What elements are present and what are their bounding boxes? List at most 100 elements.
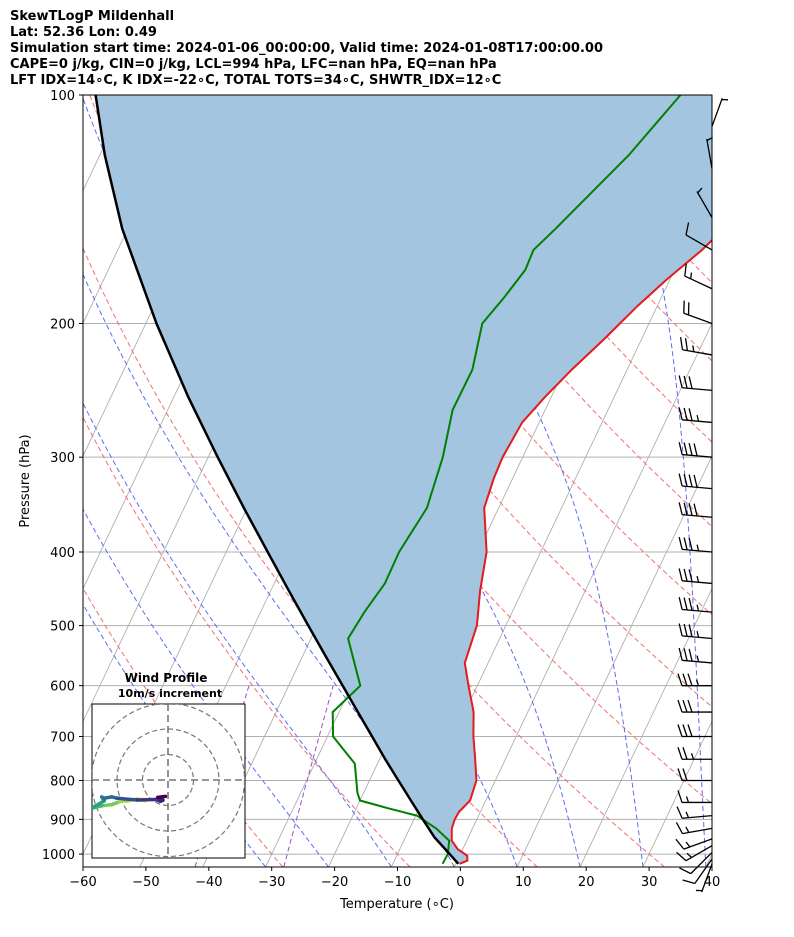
y-tick-label: 100: [50, 89, 75, 104]
barb-half-flag: [697, 187, 703, 194]
temperature-trace: [450, 238, 712, 865]
barb-half-flag: [696, 655, 700, 662]
dewpoint-trace: [331, 95, 682, 865]
hodograph-segment: [135, 797, 157, 802]
barb-staff: [683, 838, 713, 850]
wind-barb: [676, 845, 713, 862]
barb-flag: [688, 624, 693, 637]
wind-barb: [678, 623, 713, 640]
location-line: Lat: 52.36 Lon: 0.49: [10, 25, 157, 40]
hodograph-segment: [92, 798, 106, 811]
barb-half-flag: [696, 631, 700, 638]
wind-barb: [677, 673, 712, 687]
barb-flag: [678, 473, 683, 487]
barb-flag: [677, 747, 683, 760]
y-tick-label: 800: [50, 775, 75, 790]
barb-flag: [678, 623, 683, 637]
x-tick-label: 0: [456, 875, 464, 890]
barb-half-flag: [685, 826, 690, 833]
wind-barb: [679, 851, 713, 875]
barb-flag: [687, 673, 693, 686]
wind-barb: [677, 790, 712, 804]
barb-flag: [688, 569, 693, 582]
barb-flag: [675, 838, 685, 850]
x-tick-label: 30: [641, 875, 658, 890]
barb-half-flag: [696, 575, 700, 583]
x-tick-label: −30: [258, 875, 285, 890]
barb-flag: [676, 806, 683, 819]
parcel-trace: [94, 95, 460, 865]
dry-adiabat-line: [83, 416, 411, 867]
barb-flag: [693, 443, 698, 457]
wind-barb: [676, 806, 713, 819]
moist-adiabat-line: [83, 97, 518, 867]
chart-title: SkewTLogP Mildenhall: [10, 9, 175, 24]
barb-flag: [687, 699, 693, 713]
barb-flag: [677, 768, 683, 781]
x-tick-label: −20: [321, 875, 348, 890]
barb-flag: [685, 222, 690, 236]
barb-flag: [683, 442, 688, 456]
barb-flag: [693, 503, 698, 517]
wind-barb: [706, 136, 713, 169]
title-block: SkewTLogP Mildenhall Lat: 52.36 Lon: 0.4…: [10, 9, 603, 89]
barb-half-flag: [685, 811, 690, 818]
barb-half-flag: [695, 679, 700, 686]
barb-staff: [682, 815, 713, 819]
isotherm-line: [579, 587, 712, 867]
barb-staff: [685, 845, 713, 862]
barb-staff: [690, 851, 713, 875]
wind-barb: [678, 473, 713, 490]
y-tick-label: 400: [50, 546, 75, 561]
wind-barb: [677, 699, 712, 713]
y-tick-label: 900: [50, 813, 75, 828]
barb-half-flag: [690, 272, 693, 279]
barb-half-flag: [696, 544, 700, 551]
barb-flag: [679, 337, 684, 350]
hodograph-plot: [92, 704, 245, 858]
isotherm-line: [642, 720, 712, 867]
mixing-ratio-line: [283, 685, 334, 867]
barb-flag: [683, 537, 688, 550]
barb-flag: [677, 673, 683, 686]
barb-half-flag: [696, 604, 700, 612]
wind-barb: [677, 724, 712, 738]
hodograph-inset: Wind Profile 10m/s increment: [91, 671, 246, 859]
barb-flag: [682, 673, 688, 686]
hodograph-ring: [92, 704, 245, 858]
isotherm-line: [516, 454, 712, 867]
barb-flag: [688, 376, 693, 389]
barb-flag: [688, 503, 693, 516]
barb-flag: [679, 867, 692, 875]
barb-staff: [685, 234, 713, 251]
wind-barb: [677, 747, 712, 760]
wind-barb: [711, 98, 729, 127]
x-tick-label: −50: [132, 875, 159, 890]
barb-flag: [682, 768, 688, 781]
wind-barb: [696, 187, 713, 218]
barb-flag: [683, 597, 688, 611]
isotherm-line: [0, 95, 2, 867]
hodograph-title: Wind Profile: [125, 671, 208, 685]
y-tick-label: 1000: [42, 848, 75, 863]
axes: −60 −50 −40 −30 −20 −10 0 10 20 30 40 1000 900 800 700…: [42, 89, 720, 890]
times-line: Simulation start time: 2024-01-06_00:00:…: [10, 41, 603, 56]
hodograph-segment: [122, 797, 140, 802]
wind-barb: [679, 337, 713, 356]
barb-flag: [677, 724, 683, 737]
x-axis-label: Temperature (∘C): [339, 897, 454, 912]
barb-flag: [683, 648, 688, 661]
wind-barbs: [675, 98, 729, 893]
wind-barb: [695, 863, 713, 893]
barb-half-flag: [686, 852, 693, 858]
barb-staff: [682, 827, 713, 835]
params-line: CAPE=0 j/kg, CIN=0 j/kg, LCL=994 hPa, LF…: [10, 57, 497, 72]
x-tick-label: 40: [704, 875, 721, 890]
y-tick-label: 600: [50, 680, 75, 695]
barb-flag: [682, 724, 688, 737]
dry-adiabat-line: [349, 95, 712, 528]
barb-flag: [688, 648, 693, 662]
sounding-traces: [94, 95, 712, 865]
barb-staff: [696, 191, 713, 218]
barb-half-flag: [706, 136, 713, 142]
